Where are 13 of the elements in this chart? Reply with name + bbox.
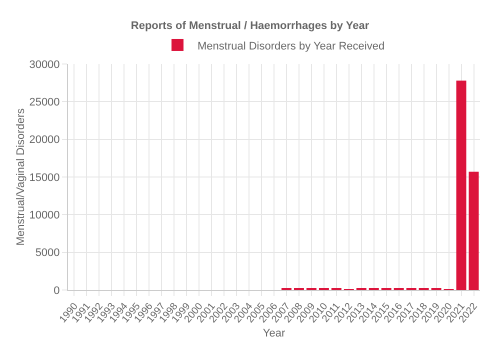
legend-label: Menstrual Disorders by Year Received xyxy=(198,40,385,52)
y-tick-label: 20000 xyxy=(29,134,60,146)
y-tick-label: 15000 xyxy=(29,172,60,184)
bar xyxy=(468,172,479,290)
x-axis-title: Year xyxy=(262,327,286,340)
y-tick-label: 30000 xyxy=(29,58,60,71)
bar xyxy=(456,80,466,290)
y-tick-label: 10000 xyxy=(29,210,60,222)
y-tick-label: 0 xyxy=(54,284,60,297)
chart-title: Reports of Menstrual / Haemorrhages by Year xyxy=(130,20,370,32)
y-axis-title: Menstrual/Vaginal Disorders xyxy=(15,108,28,246)
y-tick-label: 5000 xyxy=(35,247,60,260)
y-tick-label: 25000 xyxy=(29,96,60,109)
